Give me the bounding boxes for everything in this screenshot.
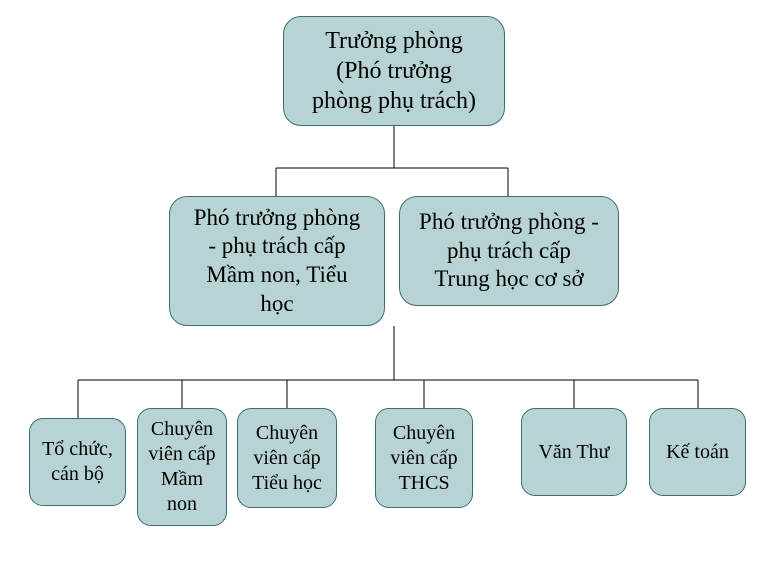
org-node-mid_r: Phó trưởng phòng -phụ trách cấpTrung học…: [399, 196, 619, 306]
org-node-label: Chuyênviên cấpTiểu học: [252, 421, 322, 496]
org-node-leaf_2: Chuyênviên cấpTiểu học: [237, 408, 337, 508]
org-node-label: Kế toán: [666, 440, 729, 465]
org-node-label: Trưởng phòng(Phó trưởngphòng phụ trách): [312, 26, 476, 116]
org-node-label: Phó trưởng phòng- phụ trách cấpMầm non, …: [194, 204, 360, 319]
org-node-label: Tổ chức,cán bộ: [42, 437, 113, 487]
org-node-leaf_5: Kế toán: [649, 408, 746, 496]
org-node-leaf_0: Tổ chức,cán bộ: [29, 418, 126, 506]
org-node-label: Chuyênviên cấpTHCS: [390, 421, 457, 496]
org-node-label: Văn Thư: [538, 440, 609, 465]
org-node-leaf_1: Chuyênviên cấpMầmnon: [137, 408, 227, 526]
org-node-root: Trưởng phòng(Phó trưởngphòng phụ trách): [283, 16, 505, 126]
org-node-leaf_3: Chuyênviên cấpTHCS: [375, 408, 473, 508]
org-node-leaf_4: Văn Thư: [521, 408, 627, 496]
org-node-label: Chuyênviên cấpMầmnon: [148, 417, 215, 517]
org-node-mid_l: Phó trưởng phòng- phụ trách cấpMầm non, …: [169, 196, 385, 326]
org-node-label: Phó trưởng phòng -phụ trách cấpTrung học…: [419, 208, 599, 294]
